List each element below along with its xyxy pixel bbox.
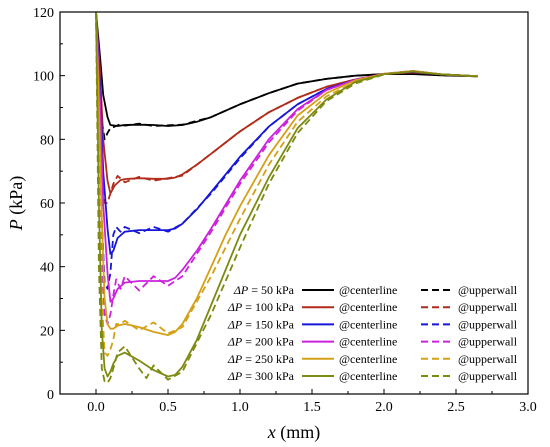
series-4-centerline [95,12,478,303]
legend-centerline-label: @centerline [339,352,397,366]
legend-dp-label: ΔP = 300 kPa [227,369,295,383]
series-lines [95,12,478,384]
legend-centerline-label: @centerline [339,369,397,383]
legend-centerline-label: @centerline [339,317,397,331]
y-tick-label: 80 [40,133,54,148]
series-3-centerline [95,12,478,255]
x-tick-label: 0.0 [87,400,105,415]
legend-dp-label: ΔP = 250 kPa [227,352,295,366]
y-axis-unit: (kPa) [6,176,27,220]
x-tick-label: 2.5 [447,400,465,415]
legend-upperwall-label: @upperwall [458,317,518,331]
legend: ΔP = 50 kPa @centerline @upperwall ΔP = 100… [227,283,518,383]
series-6-centerline [95,12,478,378]
legend-centerline-label: @centerline [339,300,397,314]
x-tick-label: 3.0 [519,400,537,415]
y-tick-label: 0 [47,388,54,403]
legend-dp-label: ΔP = 150 kPa [227,317,295,331]
x-tick-label: 1.0 [231,400,249,415]
series-1-upperwall [95,12,478,141]
series-4-upperwall [95,12,478,325]
x-tick-label: 1.5 [303,400,321,415]
legend-upperwall-label: @upperwall [458,352,518,366]
axis-ticks: 0.0 0.5 1.0 1.5 2.0 2.5 3.0 0 20 40 60 80 100 120 [33,6,537,415]
series-1-centerline [95,12,478,127]
legend-centerline-label: @centerline [339,335,397,349]
x-axis-title: x (mm) [267,422,321,443]
x-tick-label: 0.5 [159,400,177,415]
series-6-upperwall [95,12,478,384]
y-tick-label: 40 [40,261,54,276]
x-axis-unit: (mm) [276,422,321,443]
legend-dp-label: ΔP = 200 kPa [227,335,295,349]
x-tick-label: 2.0 [375,400,393,415]
series-2-upperwall [95,12,478,204]
y-axis-title: P (kPa) [6,176,27,232]
x-axis-variable: x [267,422,276,442]
legend-centerline-label: @centerline [339,283,397,297]
y-tick-label: 20 [40,324,54,339]
y-axis-variable: P [6,219,26,231]
legend-dp-label: ΔP = 100 kPa [227,300,295,314]
legend-upperwall-label: @upperwall [458,335,518,349]
legend-dp-label: ΔP = 50 kPa [233,283,295,297]
series-5-upperwall [95,12,478,357]
legend-upperwall-label: @upperwall [458,283,518,297]
legend-upperwall-label: @upperwall [458,369,518,383]
legend-upperwall-label: @upperwall [458,300,518,314]
y-tick-label: 100 [33,70,54,85]
y-tick-label: 120 [33,6,54,21]
y-tick-label: 60 [40,197,54,212]
